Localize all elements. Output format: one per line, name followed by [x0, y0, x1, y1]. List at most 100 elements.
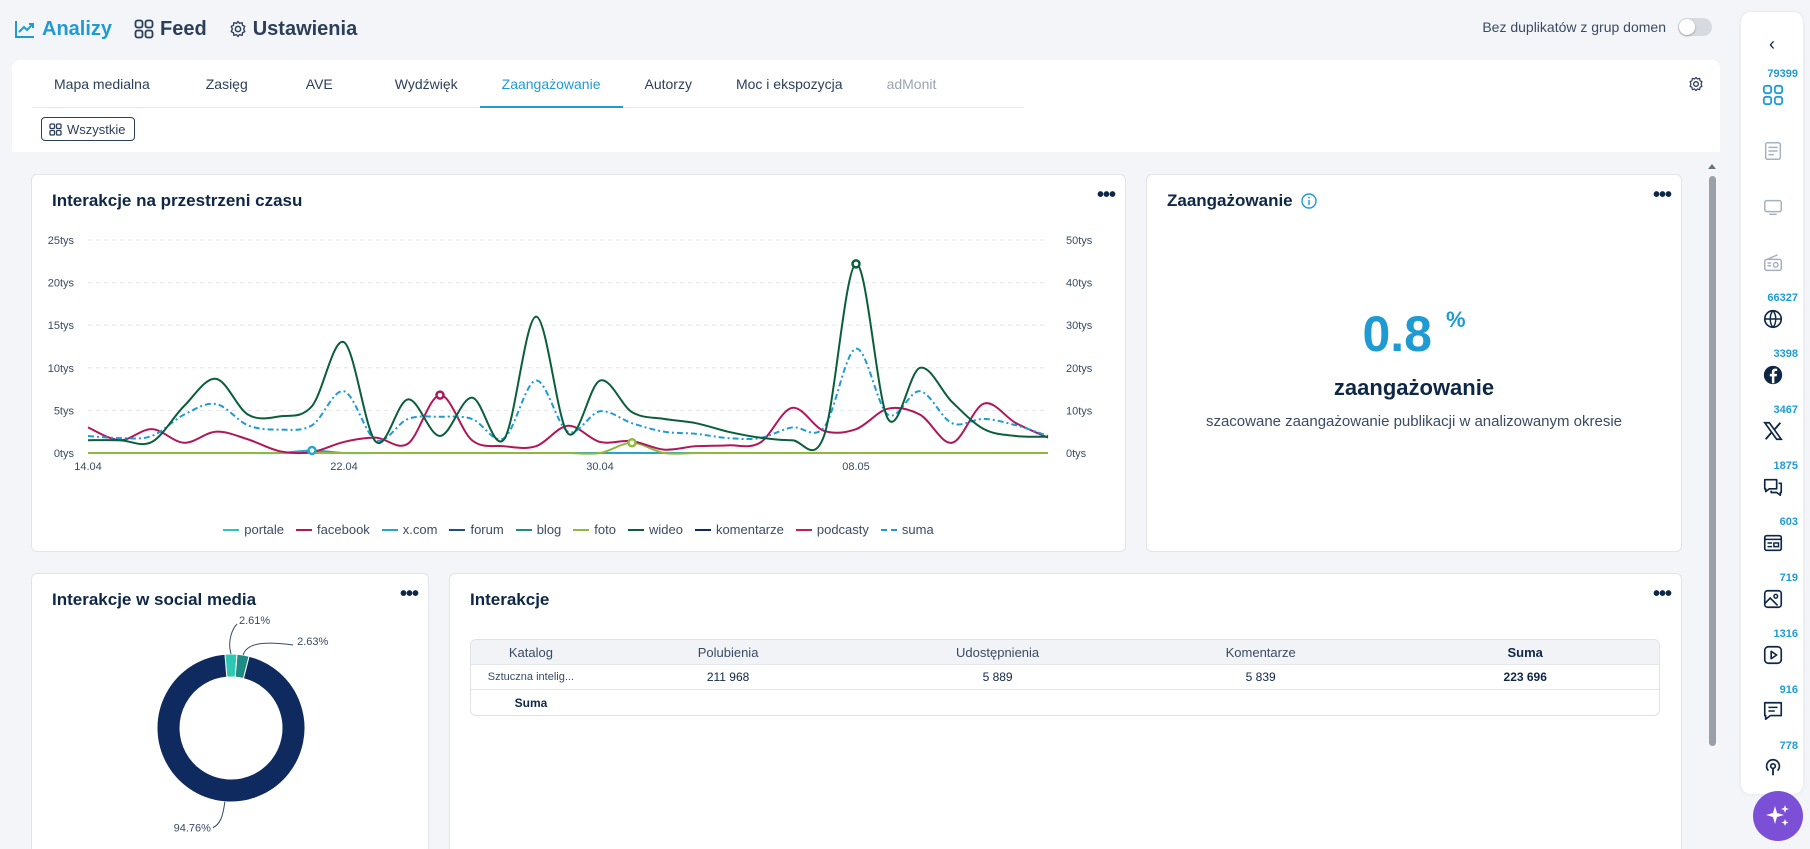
- ai-assistant-button[interactable]: [1753, 791, 1803, 841]
- sidebar-source-photo[interactable]: 719: [1741, 572, 1803, 628]
- nav-analizy-label: Analizy: [42, 17, 113, 40]
- table-row: Sztuczna intelig... 211 968 5 889 5 839 …: [471, 665, 1659, 690]
- x-tick-label: 14.04: [74, 461, 102, 473]
- social-media-title: Interakcje w social media: [52, 590, 257, 609]
- legend-label: facebook: [317, 522, 370, 537]
- sidebar-source-radio[interactable]: [1741, 236, 1803, 292]
- sparkles-icon: [1766, 805, 1789, 826]
- video-icon: [1762, 644, 1784, 671]
- nav-feed[interactable]: Feed: [134, 18, 207, 41]
- gear-icon: [230, 20, 246, 38]
- tab-wydzwiek[interactable]: Wydźwięk: [394, 76, 458, 92]
- legend-item-portale[interactable]: portale: [223, 522, 284, 537]
- y-right-tick-label: 50tys: [1066, 235, 1093, 247]
- data-point-marker[interactable]: [851, 259, 861, 269]
- legend-swatch: [880, 528, 897, 531]
- sidebar-source-video[interactable]: 1316: [1741, 628, 1803, 684]
- x-tick-label: 22.04: [330, 461, 358, 473]
- series-line-foto[interactable]: [88, 441, 1048, 455]
- source-count-badge: 3467: [1773, 404, 1798, 416]
- sidebar-source-comments[interactable]: 916: [1741, 684, 1803, 740]
- data-point-marker[interactable]: [435, 390, 445, 400]
- legend-item-facebook[interactable]: facebook: [296, 522, 370, 537]
- y-left-tick-label: 25tys: [48, 235, 75, 247]
- card-menu-button[interactable]: •••: [1096, 184, 1116, 206]
- sidebar-source-facebook[interactable]: 3398: [1741, 348, 1803, 404]
- legend-swatch: [449, 528, 466, 531]
- tab-zasieg[interactable]: Zasięg: [205, 76, 248, 92]
- legend-item-foto[interactable]: foto: [573, 522, 616, 537]
- legend-item-forum[interactable]: forum: [449, 522, 504, 537]
- source-count-badge: 1875: [1773, 460, 1798, 472]
- series-line-suma[interactable]: [87, 347, 1049, 442]
- card-menu-button[interactable]: •••: [1652, 583, 1672, 605]
- scroll-up-arrow-icon[interactable]: [1707, 162, 1717, 170]
- slice-label: 2.61%: [239, 615, 270, 627]
- legend-item-komentarze[interactable]: komentarze: [694, 522, 784, 537]
- sidebar-source-blog[interactable]: 603: [1741, 516, 1803, 572]
- donut-slice[interactable]: [156, 653, 306, 803]
- legend-item-x-com[interactable]: x.com: [381, 522, 438, 537]
- legend-swatch: [223, 528, 240, 531]
- scrollbar-thumb[interactable]: [1709, 176, 1716, 746]
- legend-label: komentarze: [715, 522, 784, 537]
- social-donut-chart: 2.61% 2.63% 94.76%: [156, 615, 329, 835]
- interactions-time-title: Interakcje na przestrzeni czasu: [52, 191, 303, 210]
- chart-legend: portale facebook x.com forum blog foto wideo ko…: [32, 522, 1125, 537]
- legend-label: x.com: [402, 522, 438, 537]
- dashboard-content: Interakcje na przestrzeni czasu ••• 0tys…: [12, 152, 1720, 849]
- press-icon: [1762, 140, 1784, 167]
- legend-swatch: [296, 528, 313, 531]
- sidebar-source-tv[interactable]: [1741, 180, 1803, 236]
- legend-label: blog: [536, 522, 562, 537]
- tab-admonit[interactable]: adMonit: [886, 76, 937, 92]
- header-katalog[interactable]: Katalog: [508, 644, 553, 660]
- legend-item-podcasty[interactable]: podcasty: [795, 522, 869, 537]
- series-line-wideo[interactable]: [87, 262, 1049, 452]
- header-suma[interactable]: Suma: [1507, 644, 1543, 660]
- sidebar-source-all-sources[interactable]: 79399: [1741, 68, 1803, 124]
- sidebar-source-forum[interactable]: 1875: [1741, 460, 1803, 516]
- tab-zaangazowanie[interactable]: Zaangażowanie: [479, 60, 623, 108]
- collapse-chevron-icon[interactable]: ‹: [1769, 34, 1775, 54]
- slice-label: 94.76%: [174, 823, 212, 835]
- sidebar-source-podcast[interactable]: 778: [1741, 740, 1803, 796]
- info-icon[interactable]: [1300, 193, 1317, 209]
- cell-katalog[interactable]: Sztuczna intelig...: [487, 671, 574, 683]
- card-menu-button[interactable]: •••: [399, 583, 419, 605]
- data-point-marker[interactable]: [307, 445, 317, 456]
- y-left-tick-label: 5tys: [54, 405, 75, 417]
- sidebar-source-globe[interactable]: 66327: [1741, 292, 1803, 348]
- legend-label: podcasty: [816, 522, 869, 537]
- tab-autorzy[interactable]: Autorzy: [644, 76, 692, 92]
- tab-mapa-medialna[interactable]: Mapa medialna: [54, 76, 150, 92]
- series-line-facebook[interactable]: [87, 394, 1049, 455]
- nav-analizy[interactable]: Analizy: [14, 18, 112, 41]
- sidebar-source-press[interactable]: [1741, 124, 1803, 180]
- source-count-badge: 603: [1779, 516, 1798, 528]
- legend-item-suma[interactable]: suma: [880, 522, 934, 537]
- engagement-title-text: Zaangażowanie: [1167, 191, 1293, 210]
- legend-item-blog[interactable]: blog: [515, 522, 562, 537]
- nav-ustawienia-label: Ustawienia: [252, 17, 358, 40]
- source-count-badge: 778: [1779, 740, 1798, 752]
- header-udostepnienia[interactable]: Udostępnienia: [956, 644, 1040, 660]
- card-menu-button[interactable]: •••: [1652, 184, 1672, 206]
- header-polubienia[interactable]: Polubienia: [697, 644, 759, 660]
- y-left-tick-label: 20tys: [48, 278, 75, 290]
- legend-swatch: [694, 528, 711, 531]
- settings-gear-icon[interactable]: [1688, 76, 1704, 92]
- tab-moc-i-ekspozycja[interactable]: Moc i ekspozycja: [735, 76, 843, 92]
- tab-ave[interactable]: AVE: [305, 76, 333, 92]
- data-point-marker[interactable]: [627, 438, 637, 448]
- legend-swatch: [515, 528, 532, 531]
- duplicates-toggle[interactable]: [1678, 18, 1712, 36]
- legend-item-wideo[interactable]: wideo: [627, 522, 683, 537]
- header-komentarze[interactable]: Komentarze: [1225, 644, 1296, 660]
- filter-chip-wszystkie[interactable]: Wszystkie: [41, 117, 135, 141]
- forum-icon: [1762, 476, 1784, 503]
- tv-icon: [1762, 196, 1784, 223]
- table-header-row: Katalog Polubienia Udostępnienia Komenta…: [471, 640, 1659, 665]
- sidebar-source-x[interactable]: 3467: [1741, 404, 1803, 460]
- nav-ustawienia[interactable]: Ustawienia: [229, 18, 357, 41]
